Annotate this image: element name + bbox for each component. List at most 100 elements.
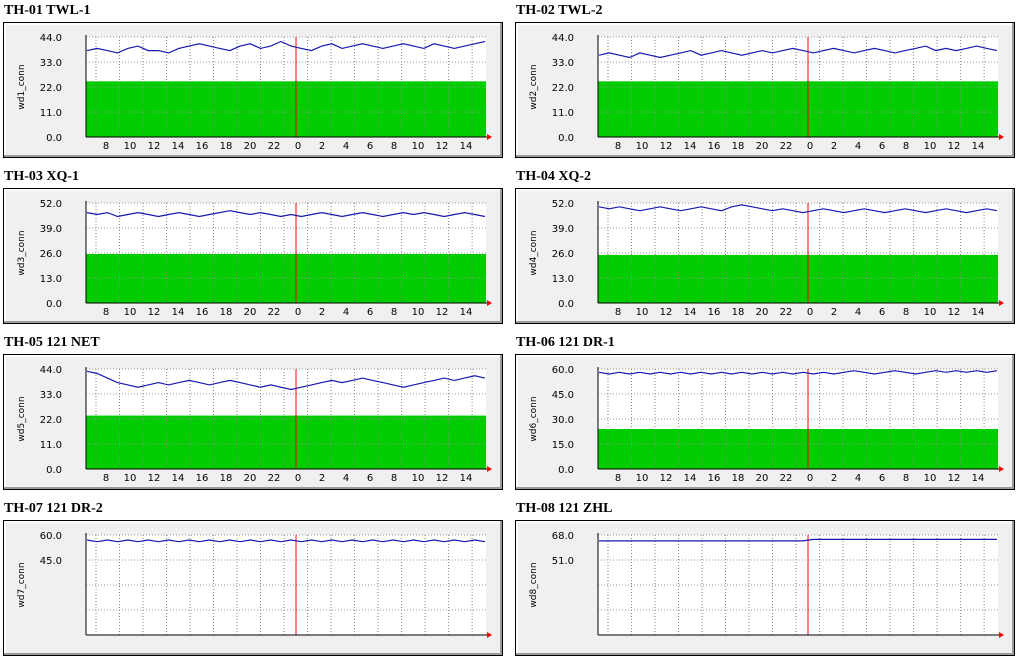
x-tick-label: 0 xyxy=(807,473,813,484)
x-tick-label: 4 xyxy=(855,141,861,152)
series-line xyxy=(86,539,486,543)
chart-svg: 51.0 68.0 wd8_conn xyxy=(529,531,1004,638)
chart-frame: 45.0 60.0 wd7_conn xyxy=(3,520,503,656)
y-tick-label: 11.0 xyxy=(552,108,574,119)
x-tick-label: 22 xyxy=(780,141,793,152)
x-tick-label: 10 xyxy=(124,307,137,318)
x-tick-label: 10 xyxy=(124,141,137,152)
x-tick-label: 12 xyxy=(148,141,161,152)
series-line xyxy=(86,370,486,391)
x-tick-label: 10 xyxy=(412,473,425,484)
x-tick-label: 22 xyxy=(268,141,281,152)
y-tick-label: 45.0 xyxy=(552,390,574,401)
x-tick-label: 6 xyxy=(879,307,885,318)
x-tick-label: 12 xyxy=(660,141,673,152)
y-tick-label: 44.0 xyxy=(40,365,62,376)
x-tick-label: 22 xyxy=(268,473,281,484)
x-tick-label: 8 xyxy=(615,307,621,318)
y-tick-label: 68.0 xyxy=(552,531,574,542)
level-area xyxy=(598,254,998,303)
y-tick-label: 0.0 xyxy=(46,465,62,476)
x-tick-label: 22 xyxy=(268,307,281,318)
chart-panel: TH-01 TWL-1 0.0 11.0 22.0 33.0 44.0 wd1_conn 8 1… xyxy=(0,2,503,158)
x-tick-label: 18 xyxy=(732,473,745,484)
y-tick-label: 44.0 xyxy=(40,33,62,44)
x-tick-label: 2 xyxy=(831,473,837,484)
series-line xyxy=(598,204,998,214)
y-tick-label: 22.0 xyxy=(40,83,62,94)
y-axis-label: wd4_conn xyxy=(529,230,539,275)
x-tick-label: 14 xyxy=(460,473,473,484)
y-tick-label: 26.0 xyxy=(40,249,62,260)
chart-panel: TH-03 XQ-1 0.0 13.0 26.0 39.0 52.0 wd3_conn 8 10… xyxy=(0,168,503,324)
x-tick-label: 20 xyxy=(244,307,257,318)
chart-frame: 0.0 11.0 22.0 33.0 44.0 wd5_conn 8 10 12 14 16 18 20… xyxy=(3,354,503,490)
y-tick-label: 51.0 xyxy=(552,556,574,567)
x-tick-label: 8 xyxy=(615,473,621,484)
x-tick-label: 0 xyxy=(295,473,301,484)
x-tick-label: 10 xyxy=(636,473,649,484)
chart-panel: TH-07 121 DR-2 45.0 60.0 wd7_conn xyxy=(0,500,503,656)
chart-frame: 51.0 68.0 wd8_conn xyxy=(515,520,1015,656)
series-line xyxy=(598,45,998,59)
chart-title: TH-02 TWL-2 xyxy=(516,3,603,18)
x-tick-label: 10 xyxy=(636,307,649,318)
y-tick-label: 26.0 xyxy=(552,249,574,260)
x-tick-label: 18 xyxy=(732,141,745,152)
series-line xyxy=(86,40,486,54)
x-tick-label: 8 xyxy=(615,141,621,152)
x-tick-label: 16 xyxy=(196,473,209,484)
chart-title: TH-04 XQ-2 xyxy=(516,169,592,184)
x-tick-label: 12 xyxy=(148,307,161,318)
chart-panel: TH-08 121 ZHL 51.0 68.0 wd8_conn xyxy=(512,500,1015,656)
x-tick-label: 18 xyxy=(732,307,745,318)
y-tick-label: 52.0 xyxy=(40,199,62,210)
y-tick-label: 44.0 xyxy=(552,33,574,44)
x-axis-arrow xyxy=(999,300,1004,306)
x-tick-label: 8 xyxy=(391,473,397,484)
x-tick-label: 12 xyxy=(148,473,161,484)
x-tick-label: 12 xyxy=(436,307,449,318)
x-tick-label: 8 xyxy=(903,473,909,484)
chart-title: TH-05 121 NET xyxy=(4,335,100,350)
y-axis-label: wd2_conn xyxy=(529,64,539,109)
chart-frame: 0.0 11.0 22.0 33.0 44.0 wd2_conn 8 10 12 14 16 18 20… xyxy=(515,22,1015,158)
y-axis-label: wd3_conn xyxy=(17,230,27,275)
y-tick-label: 33.0 xyxy=(552,58,574,69)
x-tick-label: 10 xyxy=(924,141,937,152)
x-tick-label: 12 xyxy=(948,473,961,484)
x-tick-label: 8 xyxy=(103,307,109,318)
chart-title: TH-03 XQ-1 xyxy=(4,169,80,184)
x-tick-label: 14 xyxy=(684,473,697,484)
x-axis-arrow xyxy=(487,466,492,472)
x-tick-label: 20 xyxy=(244,141,257,152)
y-tick-label: 15.0 xyxy=(552,440,574,451)
chart-panel: TH-02 TWL-2 0.0 11.0 22.0 33.0 44.0 wd2_conn 8 1… xyxy=(512,2,1015,158)
x-tick-label: 8 xyxy=(391,141,397,152)
level-area xyxy=(598,81,998,137)
x-tick-label: 18 xyxy=(220,473,233,484)
x-tick-label: 14 xyxy=(172,307,185,318)
y-tick-label: 0.0 xyxy=(46,299,62,310)
x-tick-label: 4 xyxy=(343,307,349,318)
y-axis-label: wd6_conn xyxy=(529,396,539,441)
x-tick-label: 4 xyxy=(343,473,349,484)
x-tick-label: 8 xyxy=(903,307,909,318)
level-area xyxy=(86,81,486,137)
x-tick-label: 6 xyxy=(879,141,885,152)
x-tick-label: 14 xyxy=(172,473,185,484)
x-tick-label: 20 xyxy=(756,141,769,152)
y-tick-label: 22.0 xyxy=(552,83,574,94)
x-tick-label: 2 xyxy=(319,141,325,152)
x-tick-label: 6 xyxy=(367,141,373,152)
x-axis-arrow xyxy=(999,134,1004,140)
x-tick-label: 0 xyxy=(295,307,301,318)
series-line xyxy=(598,370,998,375)
x-axis-arrow xyxy=(999,466,1004,472)
x-axis-arrow xyxy=(999,632,1004,638)
x-tick-label: 10 xyxy=(636,141,649,152)
x-tick-label: 2 xyxy=(831,141,837,152)
